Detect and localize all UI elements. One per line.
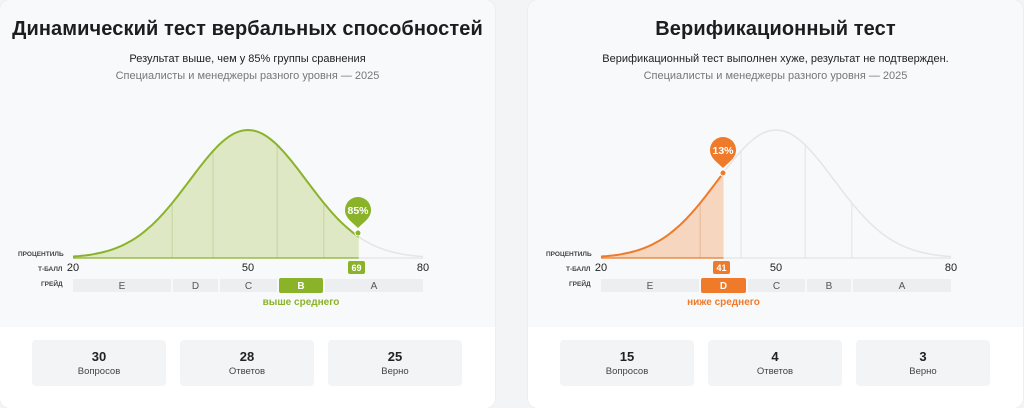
curve-highlight [600, 172, 725, 258]
grade-cell-e [73, 279, 171, 292]
grade-label-e: E [647, 281, 654, 292]
card-caption: Специалисты и менеджеры разного уровня —… [643, 70, 908, 82]
stat-value: 3 [919, 349, 927, 364]
score-box [713, 261, 730, 274]
axis-tick-min: 20 [595, 262, 607, 274]
stat-value: 30 [91, 349, 107, 364]
percentile-value: 85% [347, 205, 369, 217]
stat-answers: 28 Ответов [180, 340, 314, 386]
card-title: Верификационный тест [655, 18, 896, 40]
stats-panel: 30 Вопросов 28 Ответов 25 Верно [0, 327, 495, 408]
score-box [348, 261, 365, 274]
grade-label-a: A [899, 281, 906, 292]
distribution-chart: ПРОЦЕНТИЛЬ Т-БАЛЛ ГРЕЙД 20 50 80 41 13% … [546, 129, 957, 308]
stat-value: 25 [387, 349, 403, 364]
grade-label-b: B [297, 281, 304, 292]
stat-label: Вопросов [605, 366, 649, 377]
row-label-grade: ГРЕЙД [41, 279, 63, 288]
grade-cell-e [601, 279, 699, 292]
grade-label-a: A [371, 281, 378, 292]
pin-shape [710, 136, 736, 168]
grade-cell-c [220, 279, 277, 292]
pin-dot [719, 169, 727, 177]
axis-tick-mid: 50 [242, 262, 254, 274]
grade-label-c: C [245, 281, 252, 292]
stat-correct: 25 Верно [328, 340, 462, 386]
verification-test-card: Верификационный тест Верификационный тес… [528, 0, 1023, 408]
grade-cell-b [807, 279, 851, 292]
verdict-label: ниже среднего [687, 297, 760, 308]
stat-label: Верно [381, 366, 409, 377]
axis-tick-max: 80 [417, 262, 429, 274]
score-marker: 69 [348, 261, 365, 274]
grade-cell-d [701, 278, 746, 293]
stat-value: 15 [619, 349, 635, 364]
curve-group [600, 129, 952, 259]
grade-label-b: B [826, 281, 833, 292]
row-label-percentile: ПРОЦЕНТИЛЬ [18, 251, 64, 258]
card-subtitle: Верификационный тест выполнен хуже, резу… [602, 53, 949, 65]
filled-area [73, 130, 359, 258]
stat-label: Верно [909, 366, 937, 377]
score-value: 41 [716, 263, 726, 273]
verdict-label: выше среднего [263, 297, 340, 308]
grade-cell-c [748, 279, 805, 292]
curve-highlight [72, 128, 360, 258]
percentile-pin: 85% [345, 197, 371, 237]
stat-value: 4 [771, 349, 779, 364]
grade-cell-d [173, 279, 218, 292]
verbal-test-card: Динамический тест вербальных способносте… [0, 0, 495, 408]
distribution-chart: ПРОЦЕНТИЛЬ Т-БАЛЛ ГРЕЙД 20 50 80 69 85% … [18, 128, 429, 308]
grade-label-e: E [119, 281, 126, 292]
curve-group [72, 128, 424, 259]
grade-cell-a [325, 279, 423, 292]
stat-label: Ответов [228, 366, 266, 377]
row-label-grade: ГРЕЙД [569, 279, 591, 288]
axis-tick-min: 20 [67, 262, 79, 274]
pin-dot [354, 229, 362, 237]
grade-cell-a [853, 279, 951, 292]
card-title: Динамический тест вербальных способносте… [12, 18, 483, 40]
card-subtitle: Результат выше, чем у 85% группы сравнен… [129, 53, 366, 65]
stat-value: 28 [239, 349, 255, 364]
filled-area [601, 172, 724, 258]
row-label-percentile: ПРОЦЕНТИЛЬ [546, 251, 592, 258]
card-caption: Специалисты и менеджеры разного уровня —… [115, 70, 380, 82]
score-marker: 41 [713, 261, 730, 274]
percentile-pin: 13% [710, 136, 736, 177]
percentile-value: 13% [712, 145, 734, 157]
curve-outline [600, 129, 952, 258]
grade-scale: E D C B A [73, 278, 423, 293]
stat-correct: 3 Верно [856, 340, 990, 386]
score-value: 69 [351, 263, 361, 273]
stat-label: Ответов [756, 366, 794, 377]
row-label-tscore: Т-БАЛЛ [566, 266, 591, 273]
grade-cell-b [279, 278, 323, 293]
stat-label: Вопросов [77, 366, 121, 377]
grade-label-d: D [192, 281, 199, 292]
stat-questions: 30 Вопросов [32, 340, 166, 386]
stat-questions: 15 Вопросов [560, 340, 694, 386]
row-label-tscore: Т-БАЛЛ [38, 266, 63, 273]
grade-label-d: D [720, 281, 727, 292]
axis-tick-mid: 50 [770, 262, 782, 274]
grade-label-c: C [773, 281, 780, 292]
pin-shape [345, 197, 371, 228]
stats-panel: 15 Вопросов 4 Ответов 3 Верно [528, 327, 1023, 408]
axis-tick-max: 80 [945, 262, 957, 274]
stat-answers: 4 Ответов [708, 340, 842, 386]
grade-scale: E D C B A [601, 278, 951, 293]
